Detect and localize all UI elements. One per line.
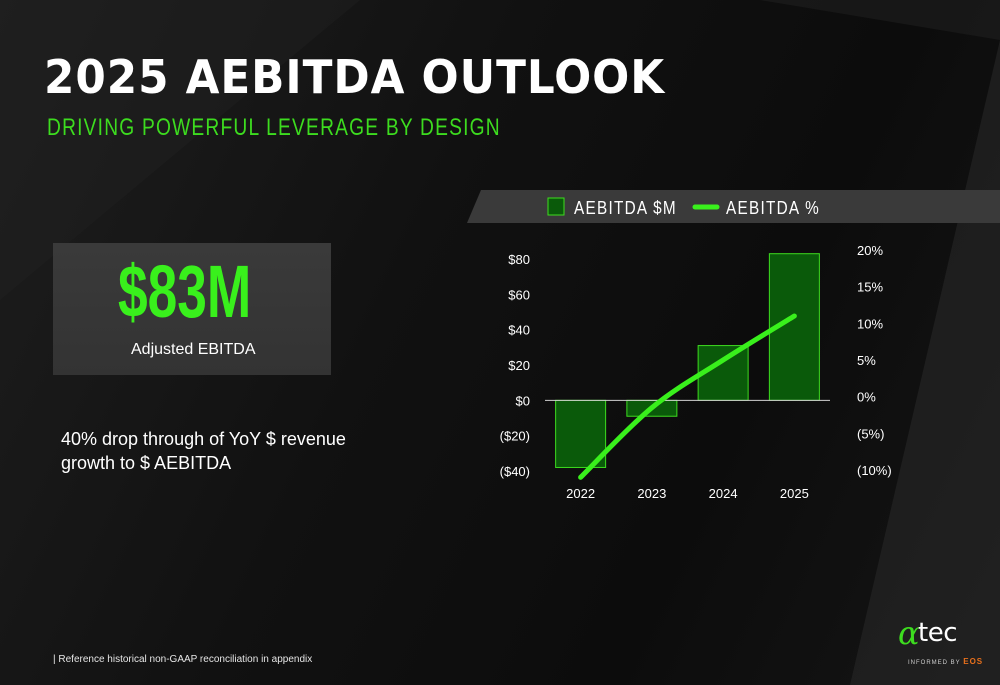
- logo-tag-brand: EOS: [963, 657, 984, 666]
- legend-label-bars: AEBITDA $M: [574, 198, 677, 218]
- y-right-tick-label: 20%: [857, 243, 883, 258]
- y-right-tick-label: (10%): [857, 463, 892, 478]
- y-left-tick-label: $40: [508, 323, 530, 338]
- kpi-card: [53, 243, 331, 375]
- drop-through-note: 40% drop through of YoY $ revenue growth…: [61, 429, 346, 473]
- legend-band: [467, 190, 1000, 223]
- footnote: | Reference historical non-GAAP reconcil…: [53, 654, 313, 665]
- bar-2022: [555, 399, 607, 468]
- legend-swatch-bars: [547, 197, 565, 216]
- y-right-tick-label: 15%: [857, 280, 883, 295]
- x-tick-label: 2025: [780, 486, 809, 501]
- y-right-tick-label: 0%: [857, 390, 876, 405]
- y-left-tick-label: $60: [508, 287, 530, 302]
- y-left-tick-label: $80: [508, 252, 530, 267]
- logo-tag-prefix: INFORMED BY: [908, 660, 961, 666]
- y-right-tick-label: 5%: [857, 353, 876, 368]
- legend-label-line: AEBITDA %: [726, 198, 820, 218]
- y-left-tick-label: $0: [516, 393, 530, 408]
- y-right-tick-label: 10%: [857, 316, 883, 331]
- y-right-tick-label: (5%): [857, 426, 884, 441]
- y-left-tick-label: ($40): [500, 464, 530, 479]
- page-subtitle: DRIVING POWERFUL LEVERAGE BY DESIGN: [47, 114, 501, 141]
- x-tick-label: 2022: [566, 486, 595, 501]
- logo-alpha-icon: α: [898, 614, 920, 652]
- logo-wordmark: tec: [918, 618, 958, 648]
- kpi-value: $83M: [118, 250, 252, 333]
- x-tick-label: 2024: [709, 486, 738, 501]
- y-left-tick-label: ($20): [500, 429, 530, 444]
- x-tick-label: 2023: [637, 486, 666, 501]
- y-left-tick-label: $20: [508, 358, 530, 373]
- logo-tagline: INFORMED BY EOS: [908, 657, 983, 666]
- page-title: 2025 AEBITDA OUTLOOK: [44, 50, 666, 104]
- line-aebitda-percent: [578, 313, 797, 480]
- kpi-label: Adjusted EBITDA: [131, 341, 256, 358]
